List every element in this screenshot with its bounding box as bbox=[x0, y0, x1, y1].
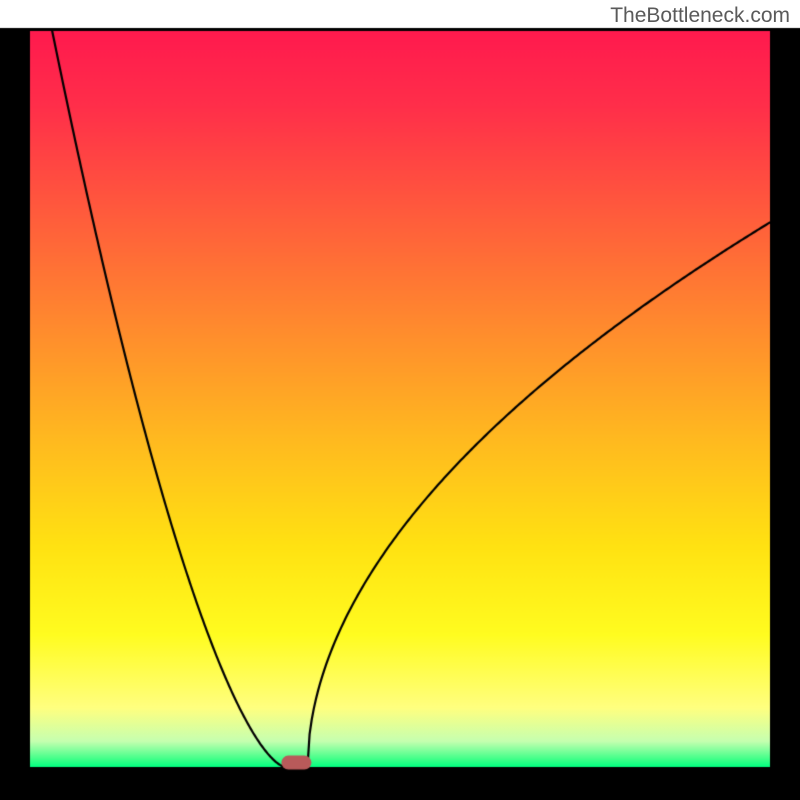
watermark-text: TheBottleneck.com bbox=[610, 4, 790, 28]
bottleneck-chart-canvas bbox=[0, 0, 800, 800]
chart-frame: TheBottleneck.com bbox=[0, 0, 800, 800]
